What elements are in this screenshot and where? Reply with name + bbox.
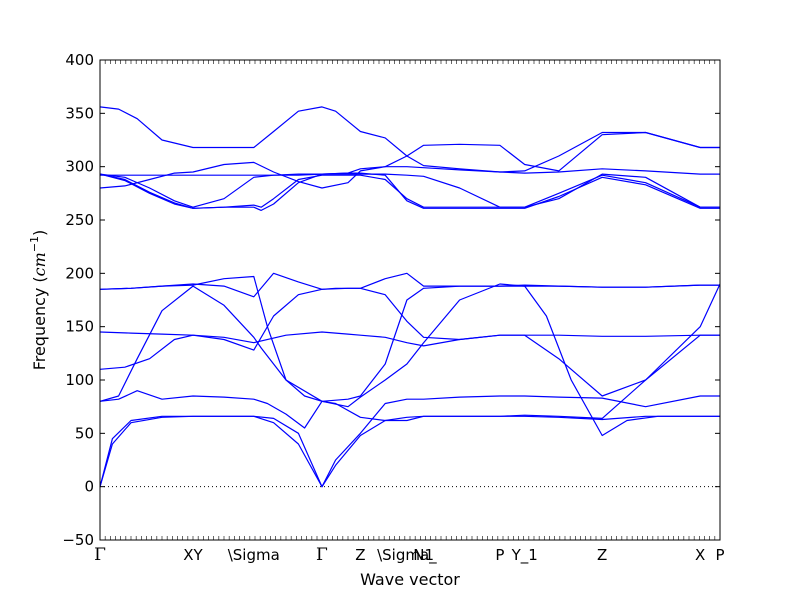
series-line-6 bbox=[99, 331, 720, 347]
y-tick-label: 50 bbox=[75, 424, 94, 442]
series-layer bbox=[99, 106, 721, 488]
x-tick-label: Γ bbox=[316, 545, 328, 565]
series-line-13 bbox=[99, 172, 720, 211]
plot-frame bbox=[99, 59, 721, 541]
x-tick-label: Z bbox=[597, 546, 607, 564]
x-tick-label: \Sigma_ bbox=[377, 546, 437, 565]
x-axis-label: Wave vector bbox=[360, 570, 460, 589]
tick-layer: −50 0 50 100 150 200 250 300 350 400 Γ XY \Sigma Γ Z \S… bbox=[62, 51, 724, 565]
y-axis-label-unit-open: ( bbox=[30, 276, 49, 282]
x-tick-label: Y_1 bbox=[511, 546, 538, 565]
y-axis-label-unit-var: cm bbox=[30, 252, 49, 276]
x-tick-label: N1 bbox=[413, 546, 434, 564]
y-axis-label-unit-close: ) bbox=[30, 230, 49, 236]
series-line-10 bbox=[100, 166, 720, 176]
series-line-4 bbox=[99, 283, 720, 437]
y-axis-label-unit-exp: −1 bbox=[28, 236, 41, 252]
series-line-2 bbox=[99, 395, 720, 488]
x-tick-label: XY bbox=[183, 546, 203, 564]
y-axis-label-main: Frequency bbox=[30, 288, 49, 371]
x-tick-label: P bbox=[715, 546, 724, 564]
series-line-9 bbox=[99, 131, 720, 189]
series-line-3 bbox=[99, 283, 721, 429]
series-line-14 bbox=[99, 106, 720, 173]
x-tick-label: X bbox=[695, 546, 705, 564]
series-line-8 bbox=[99, 275, 720, 402]
y-tick-label: 250 bbox=[65, 211, 94, 229]
y-tick-label: 350 bbox=[65, 104, 94, 122]
y-tick-label: 150 bbox=[65, 318, 94, 336]
y-axis-label: Frequency (cm−1) bbox=[28, 230, 49, 371]
y-tick-label: 0 bbox=[84, 478, 94, 496]
y-tick-label: 200 bbox=[65, 264, 94, 282]
x-tick-label: \Sigma bbox=[228, 546, 280, 564]
y-tick-label: 400 bbox=[65, 51, 94, 69]
y-tick-label: −50 bbox=[62, 531, 94, 549]
x-tick-label: Z bbox=[355, 546, 365, 564]
x-tick-label: P bbox=[495, 546, 504, 564]
y-tick-label: 100 bbox=[65, 371, 94, 389]
x-tick-label: Γ bbox=[94, 545, 106, 565]
y-tick-label: 300 bbox=[65, 158, 94, 176]
